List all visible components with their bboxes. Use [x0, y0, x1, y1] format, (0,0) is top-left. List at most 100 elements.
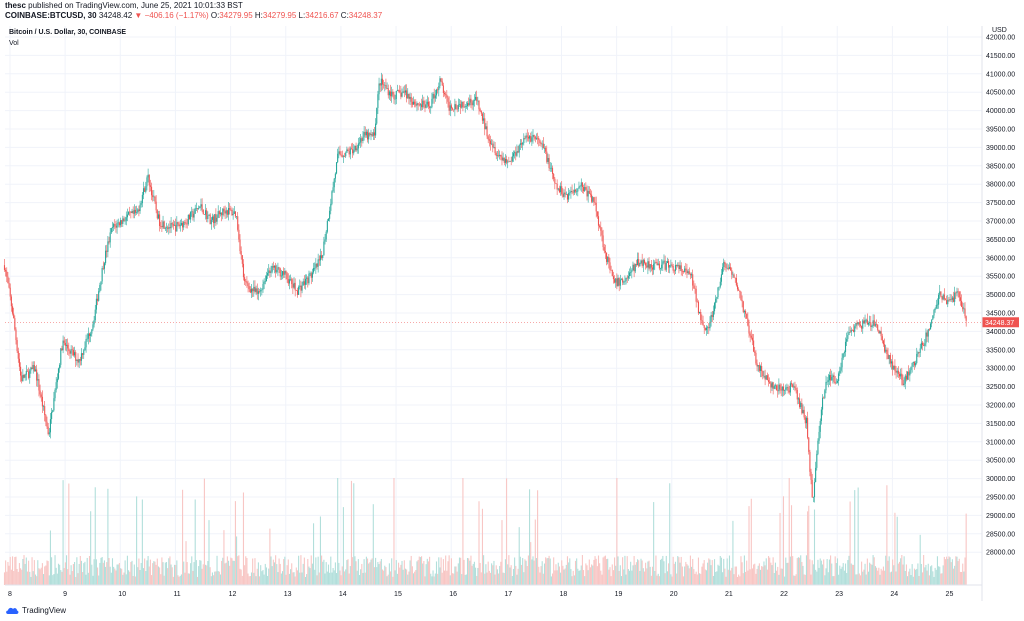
candle-body: [403, 91, 405, 93]
candle-body: [315, 263, 317, 268]
volume-bar: [71, 571, 73, 585]
volume-bar: [774, 562, 776, 585]
volume-bar: [184, 572, 186, 585]
candle-body: [607, 256, 609, 262]
volume-bar: [859, 575, 862, 585]
volume-bar: [686, 564, 688, 585]
candle-body: [655, 262, 657, 263]
volume-bar: [964, 557, 966, 585]
candle-body: [761, 366, 763, 372]
volume-bar: [480, 572, 482, 585]
volume-bar: [293, 572, 295, 585]
candle-body: [247, 283, 249, 287]
candle-body: [469, 98, 471, 105]
candle-body: [624, 280, 626, 282]
volume-bar: [772, 557, 774, 585]
candle-body: [375, 123, 377, 136]
volume-bar: [183, 561, 185, 585]
volume-bar: [446, 570, 448, 585]
volume-bar: [421, 556, 423, 585]
volume-bar: [826, 559, 828, 585]
candle-body: [755, 352, 757, 364]
candle-body: [229, 208, 231, 210]
candle-body: [196, 208, 199, 209]
candle-body: [949, 299, 951, 301]
candle-body: [555, 183, 557, 184]
volume-bar: [560, 572, 562, 585]
volume-bar: [864, 563, 866, 585]
tradingview-logo[interactable]: TradingView: [5, 606, 66, 615]
volume-bar: [740, 556, 742, 585]
candle-body: [381, 78, 384, 85]
volume-bar: [82, 572, 84, 585]
candle-body: [668, 261, 670, 268]
volume-bar: [622, 557, 624, 585]
volume-bar: [284, 556, 286, 585]
candle-body: [944, 299, 947, 301]
volume-bar: [767, 556, 770, 585]
volume-bar: [346, 560, 348, 585]
candle-body: [65, 344, 68, 346]
candle-body: [963, 308, 965, 310]
volume-bar: [705, 570, 708, 585]
volume-bar: [110, 572, 112, 585]
volume-bar: [570, 569, 572, 585]
price-tick-label: 28000.00: [986, 550, 1015, 557]
volume-bar: [609, 567, 611, 585]
volume-bar: [246, 557, 248, 585]
volume-bar: [214, 571, 216, 585]
candle-body: [90, 333, 92, 336]
volume-bar: [62, 480, 64, 585]
candle-body: [237, 216, 239, 230]
volume-bar: [399, 567, 401, 585]
candle-body: [275, 265, 277, 273]
candle-body: [369, 133, 371, 135]
volume-bar: [763, 561, 765, 585]
candle-body: [140, 203, 142, 205]
candle-body: [748, 325, 750, 334]
candle-body: [48, 432, 50, 435]
volume-bar: [626, 556, 628, 585]
author-name[interactable]: thesc: [5, 1, 26, 10]
candle-body: [550, 167, 552, 169]
volume-bar: [344, 571, 346, 585]
candle-body: [484, 118, 486, 130]
volume-bar: [329, 572, 331, 585]
candle-body: [87, 333, 89, 339]
candle-body: [425, 104, 427, 108]
candle-body: [739, 290, 741, 292]
volume-bar: [475, 567, 477, 585]
date-tick-label: 10: [118, 591, 126, 598]
volume-bar: [285, 574, 287, 585]
volume-bar: [543, 563, 546, 585]
candle-body: [576, 191, 578, 193]
candle-body: [388, 91, 390, 96]
volume-bar: [370, 559, 372, 585]
candle-body: [700, 311, 702, 321]
volume-bar: [691, 566, 693, 585]
volume-bar: [587, 570, 589, 585]
candle-body: [395, 90, 397, 99]
symbol-label[interactable]: COINBASE:BTCUSD, 30: [5, 11, 97, 20]
volume-bar: [511, 575, 513, 585]
volume-bar: [360, 569, 362, 585]
volume-bar: [655, 555, 657, 585]
candle-body: [221, 212, 223, 216]
volume-bar: [694, 573, 696, 585]
volume-bar: [935, 569, 937, 585]
volume-bar: [600, 570, 602, 585]
volume-bar: [554, 570, 556, 585]
volume-bar: [615, 565, 617, 585]
volume-bar: [766, 569, 768, 585]
volume-bar: [641, 560, 643, 585]
volume-bar: [241, 575, 243, 585]
candle-body: [694, 288, 696, 289]
candle-body: [821, 397, 824, 410]
volume-bar: [586, 565, 588, 585]
candle-body: [642, 260, 644, 266]
candle-body: [186, 223, 188, 225]
volume-bar: [658, 576, 660, 585]
candle-body: [399, 90, 401, 93]
volume-bar: [946, 556, 948, 585]
